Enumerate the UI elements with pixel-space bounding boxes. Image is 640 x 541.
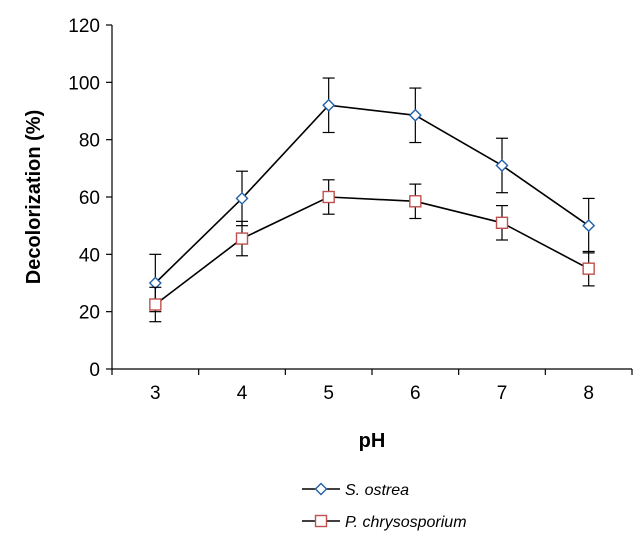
data-point <box>235 191 249 205</box>
x-tick-label: 4 <box>237 383 248 404</box>
legend-label: S. ostrea <box>345 482 409 499</box>
series-0 <box>148 77 596 313</box>
x-axis-title: pH <box>359 430 386 452</box>
data-point <box>408 108 422 122</box>
data-point <box>582 262 595 275</box>
x-tick-label: 6 <box>410 383 421 404</box>
series-layer <box>148 77 596 323</box>
data-point <box>149 298 162 311</box>
y-tick-label: 20 <box>79 303 100 324</box>
series-line <box>154 104 590 284</box>
x-tick-label: 3 <box>150 383 161 404</box>
y-ticks: 0 20 40 60 80 100 120 <box>68 16 112 381</box>
legend-label: P. chrysosporium <box>345 514 467 531</box>
y-axis-title: Decolorization (%) <box>23 110 45 284</box>
legend-item: S. ostrea <box>302 482 409 499</box>
data-point <box>322 190 335 204</box>
data-point <box>582 219 596 233</box>
data-point <box>322 98 336 112</box>
series-line <box>154 196 590 306</box>
y-tick-label: 120 <box>68 16 100 37</box>
legend-marker <box>314 514 328 528</box>
y-tick-label: 80 <box>79 131 100 152</box>
legend: S. ostrea P. chrysosporium <box>302 482 467 531</box>
x-tick-label: 8 <box>583 383 594 404</box>
y-tick-label: 0 <box>89 360 100 381</box>
legend-marker <box>314 482 328 496</box>
data-point <box>409 195 422 208</box>
x-tick-label: 7 <box>497 383 508 404</box>
x-ticks: 3 4 5 6 7 8 <box>111 369 633 404</box>
data-point <box>235 232 249 245</box>
axes <box>111 25 632 370</box>
series-1 <box>149 179 595 323</box>
data-point <box>495 216 509 230</box>
y-tick-label: 60 <box>79 188 100 209</box>
x-tick-label: 5 <box>323 383 334 404</box>
y-tick-label: 100 <box>68 73 100 94</box>
data-point <box>495 158 509 172</box>
y-tick-label: 40 <box>79 245 100 266</box>
legend-item: P. chrysosporium <box>302 514 467 531</box>
